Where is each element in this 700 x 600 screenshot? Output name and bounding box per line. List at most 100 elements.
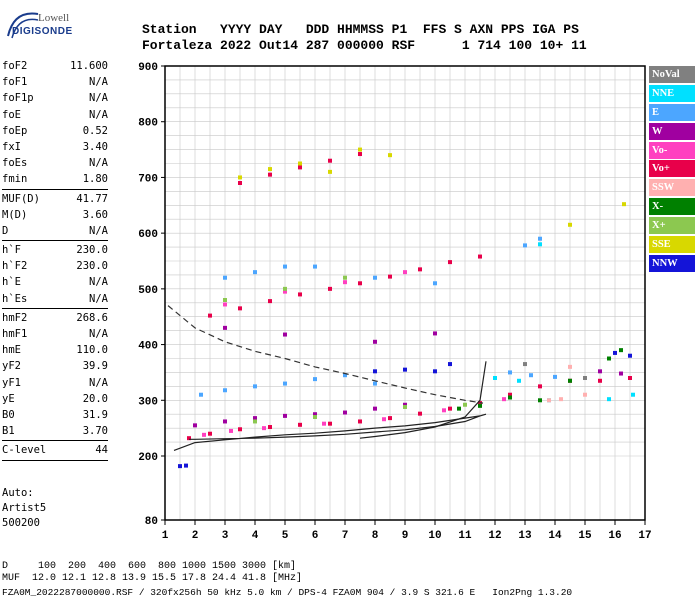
- param-value: N/A: [89, 376, 108, 389]
- data-point-sse: [568, 222, 572, 227]
- data-point-nne: [607, 397, 611, 402]
- param-value: 268.6: [76, 311, 108, 324]
- profile-curve: [173, 413, 487, 451]
- header-labels: Station YYYY DAY DDD HHMMSS P1 FFS S AXN…: [142, 22, 579, 37]
- param-name: foF1p: [2, 92, 34, 105]
- data-point-vo: [298, 165, 302, 170]
- data-point-vo: [388, 416, 392, 421]
- data-point-vo: [538, 384, 542, 389]
- y-tick-label: 700: [138, 173, 158, 185]
- auto-code: 500200: [2, 517, 40, 529]
- data-point-e: [523, 243, 527, 248]
- distance-row: D 100 200 400 600 800 1000 1500 3000 [km…: [2, 561, 297, 572]
- data-point-x: [508, 395, 512, 400]
- data-point-e: [538, 236, 542, 241]
- data-point-e: [313, 377, 317, 382]
- data-point-nne: [538, 242, 542, 247]
- data-point-vo: [382, 417, 386, 422]
- data-point-w: [373, 406, 377, 411]
- param-name: foEs: [2, 157, 28, 170]
- y-tick-label: 80: [145, 516, 158, 528]
- data-point-vo: [298, 292, 302, 297]
- data-point-vo: [358, 152, 362, 157]
- param-value: 230.0: [76, 260, 108, 273]
- logo-text-digisonde: DIGISONDE: [12, 26, 73, 37]
- legend-item-nne: NNE: [649, 84, 695, 102]
- param-value: 0.52: [82, 124, 108, 137]
- data-point-x: [478, 403, 482, 408]
- data-point-nnw: [403, 367, 407, 372]
- param-name: B0: [2, 408, 15, 421]
- param-value: 44: [95, 444, 108, 457]
- data-point-e: [253, 384, 257, 389]
- data-point-vo: [208, 431, 212, 436]
- data-point-e: [433, 281, 437, 286]
- header-values: Fortaleza 2022 Out14 287 000000 RSF 1 71…: [142, 38, 587, 53]
- x-tick-label: 10: [428, 530, 441, 542]
- param-value: 11.600: [70, 60, 108, 72]
- param-value: 39.9: [82, 360, 108, 373]
- x-tick-label: 11: [458, 530, 472, 542]
- param-separator: [2, 307, 108, 309]
- x-tick-label: 6: [312, 530, 319, 542]
- parameter-panel: foF2 11.600 foF1 N/A foF1p N/A foE N/A foEp 0.52 f…: [2, 58, 108, 462]
- data-point-vo: [418, 411, 422, 416]
- param-name: h`F: [2, 244, 21, 257]
- param-name: hmF2: [2, 311, 28, 324]
- param-value: N/A: [89, 157, 108, 170]
- profile-curve-dashed: [167, 305, 484, 404]
- x-tick-label: 5: [282, 530, 289, 542]
- param-name: h`F2: [2, 260, 28, 273]
- legend-item-xplus: X+: [649, 217, 695, 235]
- param-value: 20.0: [82, 392, 108, 405]
- data-point-w: [619, 371, 623, 376]
- data-point-nnw: [178, 464, 182, 469]
- data-point-vo: [238, 181, 242, 185]
- data-point-w: [598, 369, 602, 374]
- param-value: 31.9: [82, 408, 108, 421]
- legend-item-noval: NoVal: [649, 66, 695, 83]
- param-name: C-level: [2, 444, 47, 457]
- data-point-vo: [403, 270, 407, 275]
- param-row: B1 3.70: [2, 423, 108, 439]
- param-name: M(D): [2, 208, 28, 221]
- legend-item-e: E: [649, 103, 695, 121]
- logo-text-lowell: Lowell: [38, 12, 70, 24]
- data-point-e: [253, 270, 257, 275]
- data-point-w: [223, 419, 227, 424]
- data-point-nnw: [433, 369, 437, 374]
- param-row: hmE 110.0: [2, 342, 108, 358]
- data-point-vo: [238, 306, 242, 311]
- x-tick-label: 13: [518, 530, 532, 542]
- data-point-vo: [223, 302, 227, 307]
- param-value: N/A: [89, 76, 108, 89]
- data-point-vo: [448, 260, 452, 265]
- x-tick-label: 3: [222, 530, 229, 542]
- data-point-vo: [358, 281, 362, 286]
- param-value: N/A: [89, 92, 108, 105]
- param-name: foEp: [2, 124, 28, 137]
- param-row: yE 20.0: [2, 391, 108, 407]
- data-point-vo: [328, 421, 332, 426]
- data-point-vo: [268, 425, 272, 430]
- param-name: hmF1: [2, 328, 28, 340]
- param-row: fmin 1.80: [2, 171, 108, 187]
- x-tick-label: 15: [578, 530, 592, 542]
- data-point-e: [283, 381, 287, 386]
- param-name: hmE: [2, 344, 21, 357]
- param-name: B1: [2, 425, 15, 438]
- data-point-vo: [478, 254, 482, 259]
- data-point-vo: [208, 313, 212, 318]
- x-tick-label: 8: [372, 530, 379, 542]
- param-value: 41.77: [76, 192, 108, 205]
- data-point-x: [457, 406, 461, 411]
- data-point-sse: [622, 202, 626, 207]
- param-value: 3.40: [82, 140, 108, 153]
- param-row: yF1 N/A: [2, 375, 108, 391]
- station-header: Station YYYY DAY DDD HHMMSS P1 FFS S AXN…: [142, 22, 587, 54]
- data-point-noval: [523, 362, 527, 367]
- data-point-e: [283, 264, 287, 269]
- legend-item-voplus: Vo+: [649, 160, 695, 178]
- data-point-x: [223, 298, 227, 302]
